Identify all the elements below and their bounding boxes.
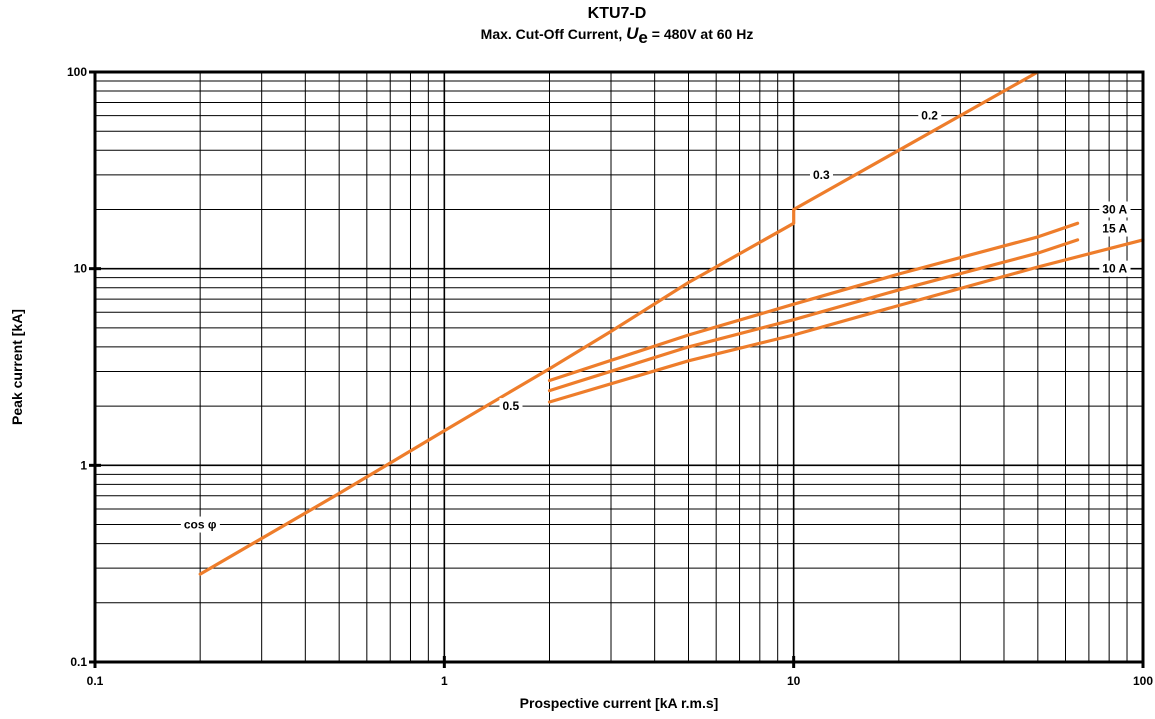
annotation-3: 0.2 (918, 107, 942, 124)
annotation-label: 0.3 (813, 168, 830, 182)
annotation-background (1099, 201, 1131, 218)
annotation-label: cos φ (184, 518, 217, 532)
subtitle-symbol-sub: e (638, 28, 647, 47)
annotation-label: 15 A (1102, 222, 1127, 236)
subtitle-suffix: = 480V at 60 Hz (648, 26, 753, 42)
annotation-background (1099, 220, 1131, 237)
annotation-background (918, 107, 942, 124)
y-tick-label: 100 (67, 65, 87, 79)
chart-title: KTU7-D (588, 5, 647, 22)
plot-frame (93, 70, 1145, 664)
series-line-2 (547, 238, 1080, 393)
series-line-1 (547, 221, 1080, 383)
annotation-background (180, 516, 220, 533)
y-tick-label: 0.1 (70, 655, 87, 669)
y-tick-label: 10 (74, 262, 88, 276)
subtitle-symbol: U (626, 24, 639, 43)
annotation-label: 0.2 (921, 109, 938, 123)
annotation-background (1099, 260, 1131, 277)
series-line-3 (547, 238, 1145, 404)
annotations: cos φ 0.5 0.3 0.2 30 A 15 A 10 A (180, 107, 1131, 533)
annotation-background (499, 398, 523, 415)
x-tick-label: 0.1 (87, 674, 104, 688)
annotation-label: 0.5 (502, 399, 519, 413)
x-axis-label: Prospective current [kA r.m.s] (520, 695, 719, 711)
annotation-0: cos φ (180, 516, 220, 533)
annotation-4: 30 A (1099, 201, 1131, 218)
chart-subtitle: Max. Cut-Off Current, Ue = 480V at 60 Hz (481, 24, 754, 47)
y-tick-label: 1 (80, 458, 87, 472)
x-tick-label: 100 (1133, 674, 1153, 688)
annotation-background (809, 166, 833, 183)
x-tick-label: 10 (787, 674, 801, 688)
annotation-6: 10 A (1099, 260, 1131, 277)
annotation-1: 0.5 (499, 398, 523, 415)
series-line-0 (198, 70, 1040, 576)
x-tick-label: 1 (441, 674, 448, 688)
annotation-label: 10 A (1102, 262, 1127, 276)
y-axis-label: Peak current [kA] (9, 309, 25, 425)
annotation-5: 15 A (1099, 220, 1131, 237)
tick-labels: 0.1 1 10 100 0.1 1 10 100 (67, 65, 1153, 688)
subtitle-prefix: Max. Cut-Off Current, (481, 26, 626, 42)
curves (198, 70, 1145, 576)
grid (94, 72, 1143, 663)
annotation-2: 0.3 (809, 166, 833, 183)
annotation-label: 30 A (1102, 202, 1127, 216)
